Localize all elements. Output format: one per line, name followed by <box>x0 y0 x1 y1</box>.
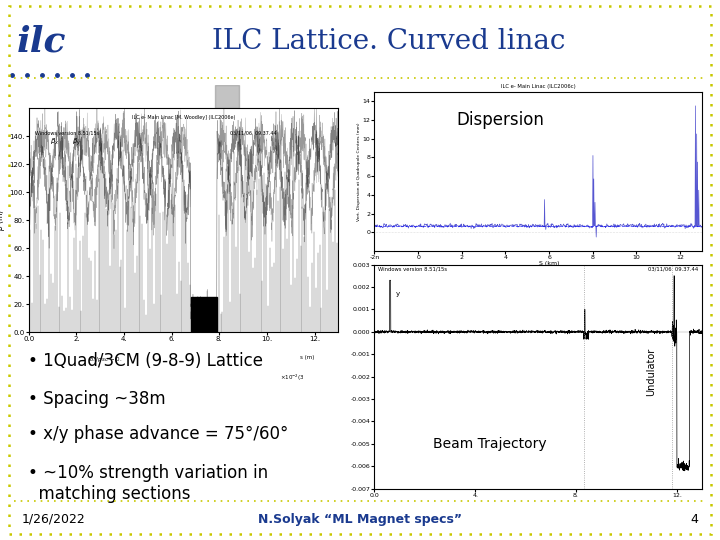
Bar <box>191 297 217 332</box>
Text: $\beta_x$: $\beta_x$ <box>50 137 60 147</box>
Text: • 1Quad/3CM (9-8-9) Lattice: • 1Quad/3CM (9-8-9) Lattice <box>28 352 263 370</box>
Text: 4: 4 <box>690 513 698 526</box>
Bar <box>190 85 215 108</box>
Bar <box>215 85 239 108</box>
Text: N.Solyak “ML Magnet specs”: N.Solyak “ML Magnet specs” <box>258 513 462 526</box>
Text: • x/y phase advance = 75°/60°: • x/y phase advance = 75°/60° <box>28 425 289 443</box>
Y-axis label: Vert. Dispersion at Quadrupole Centers (mm): Vert. Dispersion at Quadrupole Centers (… <box>357 122 361 221</box>
Text: $\beta_y$: $\beta_y$ <box>72 137 81 148</box>
Text: Windows version 8.51/15s: Windows version 8.51/15s <box>35 130 99 136</box>
Text: Windows version 8.51/15s: Windows version 8.51/15s <box>378 267 447 272</box>
Text: $\delta./\,psc\,-\,0.$: $\delta./\,psc\,-\,0.$ <box>89 354 123 363</box>
Text: Undulator: Undulator <box>647 348 656 396</box>
Text: • ~10% strength variation in
  matching sections: • ~10% strength variation in matching se… <box>28 464 269 503</box>
Text: ILC e- Main Linac (ILC2006c): ILC e- Main Linac (ILC2006c) <box>501 84 575 89</box>
Text: Dispersion: Dispersion <box>456 111 544 129</box>
Text: ILC Lattice. Curved linac: ILC Lattice. Curved linac <box>212 28 565 55</box>
Text: 03/11/06  09.37.44: 03/11/06 09.37.44 <box>649 267 698 272</box>
Text: • Spacing ~38m: • Spacing ~38m <box>28 390 166 408</box>
Text: 1/26/2022: 1/26/2022 <box>22 513 86 526</box>
Text: ILC e- Main Linac [M. Woodley] (ILC2006e): ILC e- Main Linac [M. Woodley] (ILC2006e… <box>132 114 235 120</box>
Text: $\times 10^{-2}(3$: $\times 10^{-2}(3$ <box>279 373 305 383</box>
Text: s (m): s (m) <box>300 354 315 360</box>
Y-axis label: $\beta$ (m): $\beta$ (m) <box>0 209 7 231</box>
Text: ilc: ilc <box>17 24 66 58</box>
Text: y: y <box>396 292 400 298</box>
Text: Beam Trajectory: Beam Trajectory <box>433 437 547 451</box>
Text: 03/11/06  09.37.44: 03/11/06 09.37.44 <box>230 130 276 136</box>
